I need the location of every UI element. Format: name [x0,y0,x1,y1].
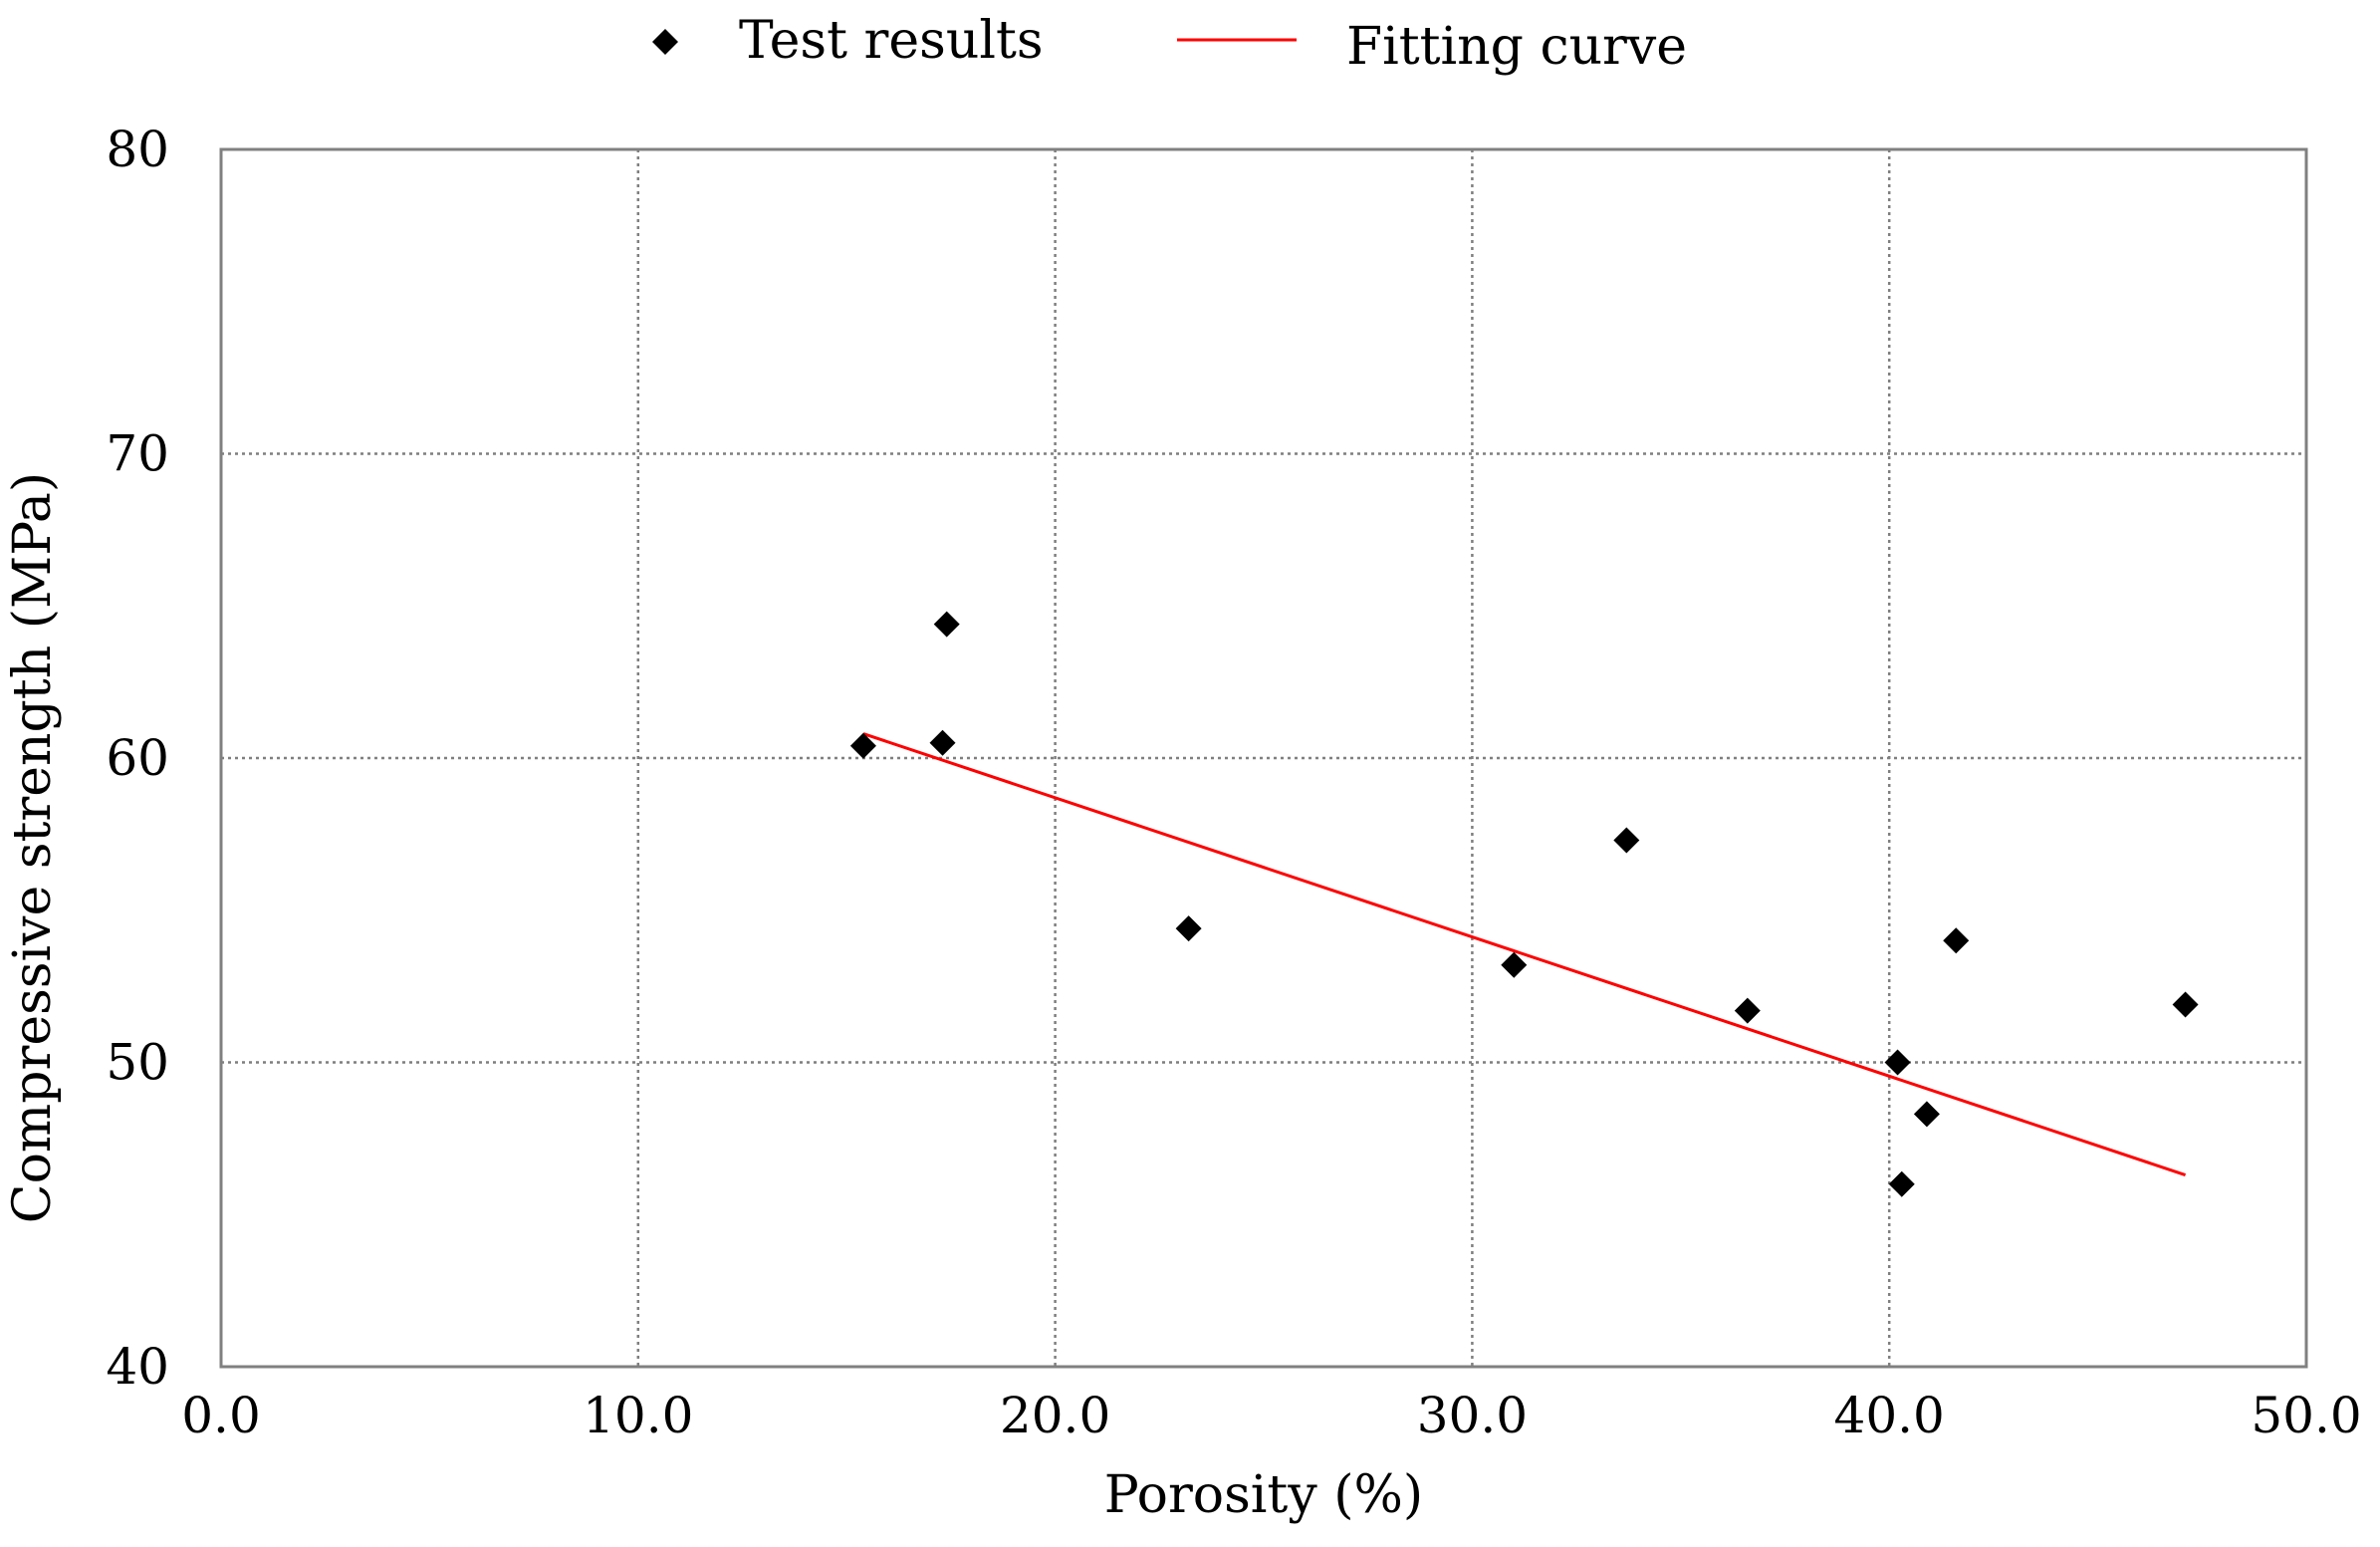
grid-lines [221,149,2306,1367]
legend-item-fitting-curve: Fitting curve [1177,17,1687,77]
legend: Test results Fitting curve [652,11,1687,77]
y-tick-label-0: 40 [106,1338,169,1396]
data-point-0 [849,732,876,759]
x-axis-title: Porosity (%) [1104,1465,1423,1525]
data-point-1 [929,729,956,756]
x-tick-label-4: 40.0 [1834,1387,1945,1444]
legend-label-fitting-curve: Fitting curve [1346,17,1687,77]
x-tick-label-1: 10.0 [583,1387,693,1444]
x-axis-tick-labels: 0.0 10.0 20.0 30.0 40.0 50.0 [181,1387,2361,1444]
y-tick-label-3: 70 [106,425,169,483]
test-results-layer [849,611,2199,1197]
y-axis-title: Compressive strength (MPa) [3,472,63,1223]
legend-item-test-results: Test results [652,11,1044,71]
data-point-6 [1734,997,1761,1024]
data-point-8 [1888,1170,1915,1197]
fitting-curve-layer [862,732,2187,1176]
y-tick-label-1: 50 [106,1034,169,1092]
y-tick-label-4: 80 [106,121,169,178]
legend-diamond-icon [652,29,678,55]
data-point-3 [1175,915,1202,942]
data-point-5 [1613,827,1640,854]
y-axis-tick-labels: 40 50 60 70 80 [106,121,169,1396]
data-point-7 [1884,1049,1911,1076]
fitting-curve-line [862,732,2187,1176]
legend-label-test-results: Test results [739,11,1044,71]
y-tick-label-2: 60 [106,729,169,787]
data-point-2 [933,611,960,638]
data-point-11 [2172,991,2199,1018]
data-point-10 [1943,927,1970,954]
x-tick-label-3: 30.0 [1417,1387,1528,1444]
x-tick-label-5: 50.0 [2251,1387,2361,1444]
x-tick-label-0: 0.0 [181,1387,261,1444]
data-point-9 [1913,1101,1940,1128]
data-point-4 [1501,951,1528,978]
x-tick-label-2: 20.0 [1000,1387,1110,1444]
plot-area-border [219,147,2308,1369]
